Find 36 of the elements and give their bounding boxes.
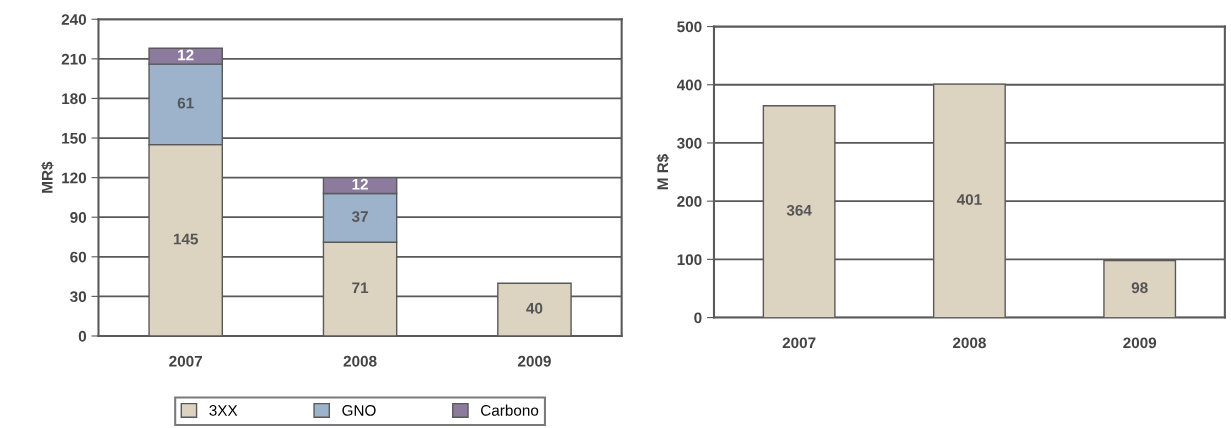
- x-tick-label: 2007: [782, 337, 816, 349]
- y-tick-label: 500: [677, 21, 702, 33]
- x-tick-label: 2009: [1123, 337, 1157, 349]
- data-label: 145: [173, 233, 198, 245]
- y-tick-label: 210: [61, 53, 87, 65]
- data-label: 401: [956, 194, 982, 205]
- y-tick-label: 90: [70, 212, 87, 223]
- y-tick-label: 180: [62, 93, 87, 105]
- legend-label: GNO: [342, 404, 376, 416]
- y-tick-label: 0: [694, 312, 702, 324]
- data-label: 61: [177, 97, 194, 109]
- data-label: 37: [351, 211, 368, 222]
- y-axis-title: M R$: [656, 154, 670, 190]
- x-tick-label: 2007: [169, 355, 202, 367]
- legend-label: Carbono: [481, 404, 539, 416]
- y-tick-label: 120: [62, 172, 87, 184]
- data-label: 12: [352, 178, 368, 190]
- y-tick-label: 200: [677, 196, 702, 207]
- data-label: 40: [526, 302, 543, 314]
- y-tick-label: 300: [677, 137, 702, 149]
- data-label: 71: [352, 282, 369, 294]
- x-tick-label: 2009: [518, 355, 551, 367]
- data-label: 364: [786, 204, 812, 216]
- y-tick-label: 240: [61, 14, 87, 25]
- legend-label: 3XX: [209, 404, 238, 416]
- y-tick-label: 400: [676, 79, 702, 91]
- y-axis-title: MR$: [41, 161, 54, 193]
- data-label: 98: [1131, 282, 1148, 294]
- data-label: 12: [178, 49, 194, 61]
- x-tick-label: 2008: [952, 337, 986, 349]
- y-tick-label: 0: [78, 330, 87, 342]
- y-tick-label: 30: [70, 291, 87, 303]
- y-tick-label: 100: [677, 254, 702, 266]
- y-tick-label: 60: [70, 251, 87, 263]
- x-tick-label: 2008: [343, 355, 377, 367]
- y-tick-label: 150: [62, 132, 87, 144]
